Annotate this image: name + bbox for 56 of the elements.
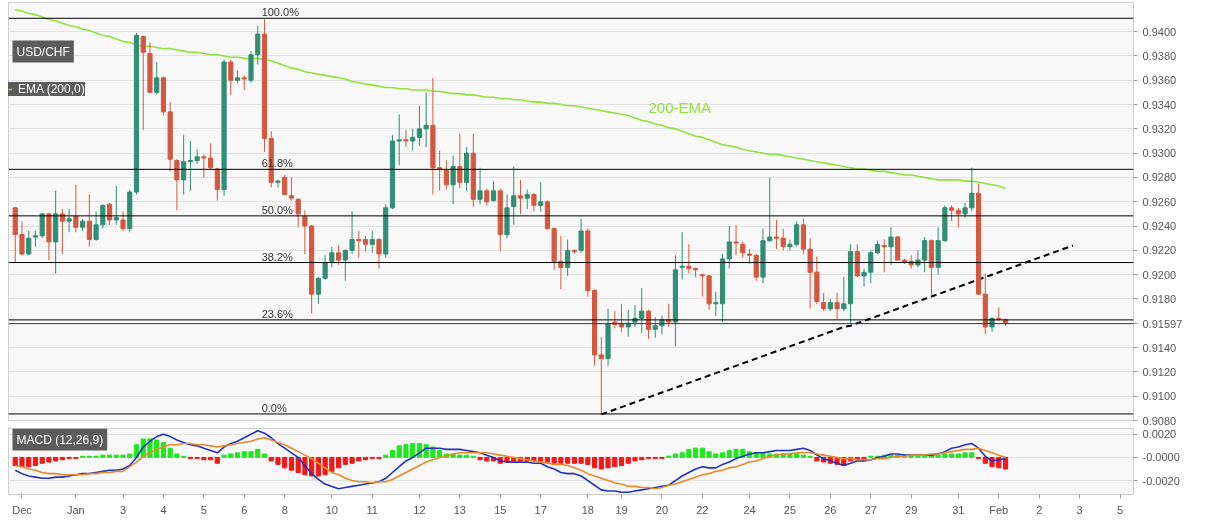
x-tick-label: 11 bbox=[366, 503, 378, 516]
y-tick-label: 0.9400 bbox=[1142, 25, 1177, 38]
x-tick-label: Jan bbox=[67, 503, 85, 516]
annotation: 38.2% bbox=[261, 250, 294, 263]
y-tick-label: 0.9240 bbox=[1142, 220, 1177, 233]
x-tick-label: 6 bbox=[241, 503, 248, 516]
x-tick-label: 20 bbox=[655, 503, 669, 516]
x-tick-label: 24 bbox=[743, 503, 756, 516]
x-tick-label: 3 bbox=[119, 503, 127, 516]
y-tick-label: 0.9380 bbox=[1142, 49, 1177, 62]
x-tick-label: 31 bbox=[952, 503, 965, 516]
y-tick-label: 0.9280 bbox=[1142, 171, 1177, 184]
x-tick-label: 12 bbox=[413, 503, 426, 516]
x-tick-label: 29 bbox=[905, 503, 918, 516]
y-tick-label: 0.9100 bbox=[1142, 390, 1177, 403]
y-tick-label: 0.0020 bbox=[1142, 428, 1177, 441]
x-tick-label: 18 bbox=[581, 503, 594, 516]
y-tick-label: 0.9180 bbox=[1142, 292, 1177, 305]
chart-title: MACD (12,26,9) bbox=[16, 432, 104, 447]
y-tick-label: -0.0000 bbox=[1142, 451, 1180, 464]
y-tick-label: 0.9340 bbox=[1142, 98, 1177, 111]
x-tick-label: 10 bbox=[325, 503, 338, 516]
x-tick-label: 25 bbox=[783, 503, 797, 516]
x-tick-label: 22 bbox=[696, 503, 709, 516]
x-tick-label: 17 bbox=[534, 503, 547, 516]
x-tick-label: 5 bbox=[200, 503, 207, 516]
x-tick-label: 13 bbox=[453, 503, 466, 516]
y-tick-label: 0.9200 bbox=[1142, 268, 1177, 281]
y-tick-label: 0.9300 bbox=[1142, 147, 1177, 160]
y-tick-label: 0.9320 bbox=[1142, 122, 1177, 135]
x-tick-label: 27 bbox=[864, 503, 877, 516]
y-tick-label: 0.9360 bbox=[1142, 74, 1177, 87]
x-tick-label: 5 bbox=[1116, 503, 1124, 516]
annotation: 0.0% bbox=[261, 401, 287, 414]
x-tick-label: 3 bbox=[1076, 503, 1083, 516]
annotation: 200-EMA bbox=[648, 98, 711, 116]
x-tick-label: 2 bbox=[1036, 503, 1043, 516]
x-tick-label: Feb bbox=[989, 503, 1009, 516]
annotation: 100.0% bbox=[261, 6, 300, 19]
y-tick-label: 0.9140 bbox=[1142, 341, 1177, 354]
text: USD/CHF bbox=[16, 44, 70, 59]
y-tick-label: 0.9080 bbox=[1142, 414, 1177, 427]
x-tick-label: 8 bbox=[281, 503, 288, 516]
x-tick-label: 26 bbox=[824, 503, 837, 516]
legend-label: EMA (200,0) bbox=[18, 82, 85, 96]
y-tick-label: 0.9220 bbox=[1142, 244, 1177, 257]
y-tick-label: 0.91597 bbox=[1142, 317, 1183, 330]
x-tick-label: 4 bbox=[160, 503, 167, 516]
annotation: 23.6% bbox=[261, 307, 294, 320]
x-tick-label: Dec bbox=[12, 503, 33, 516]
y-tick-label: 0.9260 bbox=[1142, 195, 1177, 208]
annotation: 50.0% bbox=[261, 203, 294, 216]
y-tick-label: -0.0020 bbox=[1142, 474, 1180, 487]
x-tick-label: 19 bbox=[615, 503, 628, 516]
y-tick-label: 0.9120 bbox=[1142, 365, 1177, 378]
x-tick-label: 15 bbox=[494, 503, 507, 516]
